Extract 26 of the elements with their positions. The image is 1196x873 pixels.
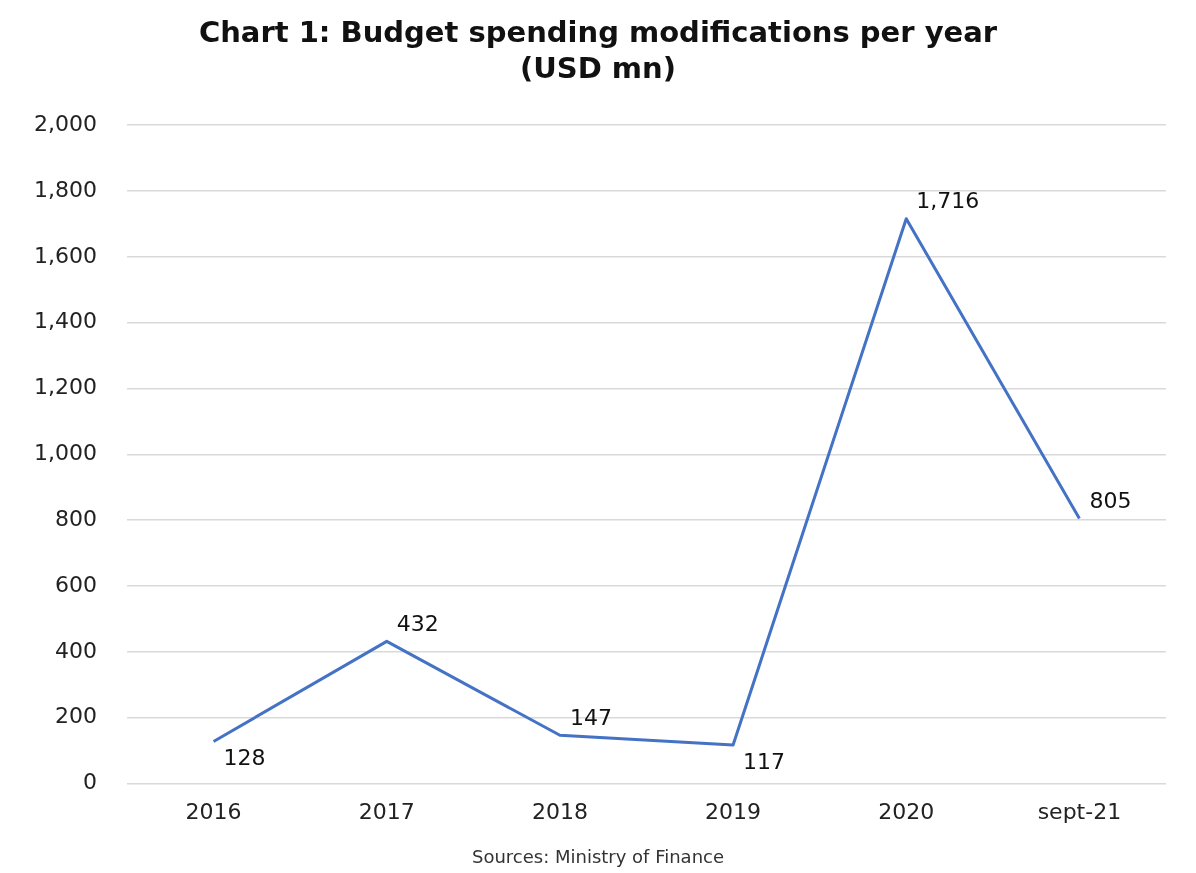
text: 117	[743, 748, 786, 774]
y-tick-label: 1,800	[34, 176, 97, 202]
y-tick-label: 400	[54, 637, 97, 663]
source-note: Sources: Ministry of Finance	[470, 846, 726, 867]
chart-subtitle: (USD mn)	[519, 50, 677, 86]
text: 147	[569, 704, 612, 730]
y-tick-label: 1,400	[34, 308, 97, 334]
y-tick-label: 1,600	[34, 242, 97, 268]
x-tick-label: sept-21	[1037, 798, 1122, 824]
y-tick-label: 1,000	[34, 440, 97, 466]
x-tick-label: 2020	[878, 798, 935, 824]
text: 805	[1089, 488, 1132, 514]
y-tick-label: 800	[54, 505, 97, 531]
y-tick-label: 200	[54, 703, 97, 729]
x-tick-label: 2019	[705, 798, 762, 824]
text: 1,716	[916, 188, 980, 214]
y-tick-label: 2,000	[34, 110, 97, 136]
chart-title: Chart 1: Budget spending modifications per year	[197, 14, 999, 50]
x-tick-label: 2018	[531, 798, 588, 824]
text: 128	[223, 745, 266, 771]
text: 432	[396, 611, 439, 637]
x-tick-label: 2016	[185, 798, 242, 824]
y-tick-label: 1,200	[34, 374, 97, 400]
x-tick-label: 2017	[358, 798, 415, 824]
y-tick-label: 600	[54, 571, 97, 597]
y-tick-label: 0	[82, 769, 97, 795]
